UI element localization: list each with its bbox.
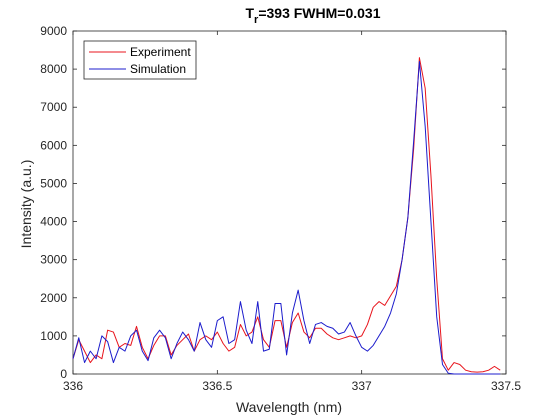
y-tick-label: 3000 <box>40 253 67 267</box>
x-tick-label: 337 <box>352 379 372 393</box>
series-line-simulation <box>72 60 501 375</box>
y-tick-label: 4000 <box>40 215 67 229</box>
plot-frame <box>72 30 507 375</box>
chart-title-subscript: r <box>254 14 259 26</box>
chart-title: Tr=393 FWHM=0.031 <box>245 5 380 26</box>
chart-title-main: T <box>245 5 254 21</box>
legend-box <box>83 40 197 80</box>
series-line-experiment <box>72 57 501 373</box>
legend-label-experiment: Experiment <box>130 45 191 59</box>
x-axis-label: Wavelength (nm) <box>236 399 342 415</box>
y-tick-label: 1000 <box>40 329 67 343</box>
chart-title-rest: =393 FWHM=0.031 <box>258 5 380 21</box>
y-axis-label: Intensity (a.u.) <box>18 160 34 249</box>
y-tick-label: 0 <box>60 367 67 381</box>
x-tick-label: 336 <box>63 379 83 393</box>
y-tick-label: 6000 <box>40 138 67 152</box>
y-tick-label: 2000 <box>40 291 67 305</box>
y-tick-label: 8000 <box>40 62 67 76</box>
legend: Experiment Simulation <box>83 40 197 80</box>
legend-label-simulation: Simulation <box>130 62 186 76</box>
y-tick-label: 7000 <box>40 100 67 114</box>
y-tick-label: 9000 <box>40 24 67 38</box>
x-tick-label: 336.5 <box>202 379 232 393</box>
plot-area: 336 336.5 337 337.5 0 1000 2000 3000 4000 5000 600… <box>40 24 521 393</box>
x-tick-label: 337.5 <box>491 379 521 393</box>
y-tick-label: 5000 <box>40 176 67 190</box>
